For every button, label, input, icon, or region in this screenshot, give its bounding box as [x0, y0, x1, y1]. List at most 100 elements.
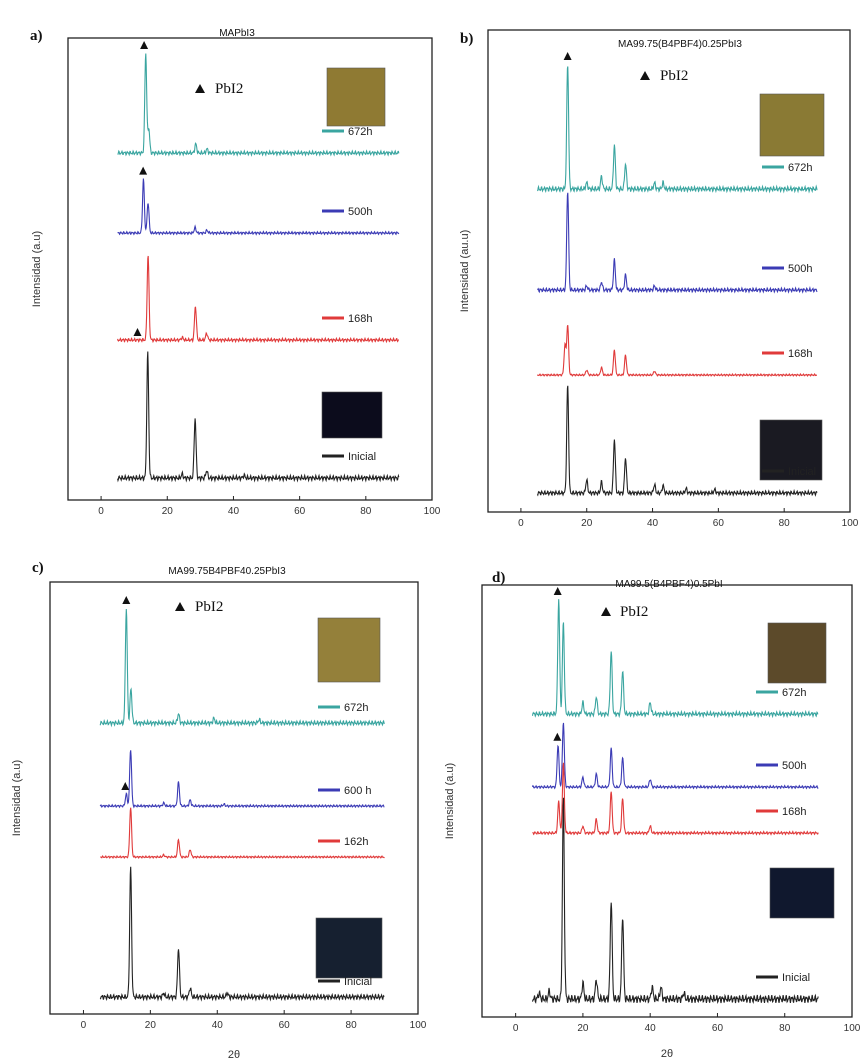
fresh-film-photo: [315, 917, 383, 979]
legend-label: Inicial: [348, 451, 376, 463]
panel-letter: a): [30, 28, 43, 44]
y-axis-label: Intensidad (a.u): [444, 763, 456, 839]
series-line-1: [99, 750, 385, 809]
panel-title: MA99.5(B4PBF4)0.5PbI: [615, 579, 722, 590]
x-tick-label: 40: [647, 518, 659, 529]
legend-label: 168h: [788, 348, 812, 360]
legend-label: 168h: [782, 806, 806, 818]
panel-title: MA99.75(B4PBF4)0.25PbI3: [618, 39, 742, 50]
x-tick-label: 20: [162, 506, 174, 517]
aged-film-photo: [326, 67, 386, 127]
x-tick-label: 60: [712, 1023, 724, 1034]
series-line-2: [100, 807, 385, 860]
pbi2-peak-marker: [139, 166, 148, 175]
series-line-3: [531, 797, 819, 1004]
x-tick-label: 0: [81, 1020, 87, 1031]
series-line-3: [536, 385, 818, 497]
x-tick-label: 40: [228, 506, 240, 517]
plot-frame: [67, 37, 433, 501]
aged-film-photo: [767, 622, 827, 684]
x-tick-label: 80: [346, 1020, 358, 1031]
pbi2-legend-label: PbI2: [195, 599, 223, 615]
panel-4: d) MA99.5(B4PBF4)0.5PbI Intensidad (a.u) 2θ…: [444, 570, 861, 1060]
x-tick-label: 80: [779, 518, 791, 529]
panel-letter: c): [32, 560, 44, 576]
legend-label: 168h: [348, 313, 372, 325]
legend-label: 672h: [344, 702, 368, 714]
panel-letter: d): [492, 570, 505, 586]
panel-2: b) MA99.75(B4PBF4)0.25PbI3 Intensidad (au.…: [459, 29, 859, 529]
pbi2-peak-marker: [122, 596, 131, 604]
series-line-0: [536, 66, 818, 194]
x-tick-label: 100: [844, 1023, 861, 1034]
series-line-0: [117, 53, 400, 157]
series-line-1: [117, 178, 400, 236]
legend-label: 600 h: [344, 785, 372, 797]
legend-label: 500h: [788, 263, 812, 275]
legend-label: Inicial: [782, 972, 810, 984]
pbi2-legend-label: PbI2: [620, 604, 648, 620]
panel-title: MAPbI3: [219, 28, 255, 39]
x-tick-label: 100: [842, 518, 859, 529]
plot-frame: [49, 581, 419, 1015]
x-tick-label: 40: [212, 1020, 224, 1031]
legend-label: Inicial: [344, 976, 372, 988]
series-line-0: [99, 608, 385, 728]
pbi2-legend-triangle: [175, 602, 185, 611]
legend-label: 500h: [348, 206, 372, 218]
x-tick-label: 60: [713, 518, 725, 529]
x-tick-label: 0: [513, 1023, 519, 1034]
pbi2-peak-marker: [140, 41, 149, 49]
pbi2-legend-triangle: [195, 84, 205, 93]
plot-frame: [487, 29, 851, 513]
x-tick-label: 80: [779, 1023, 791, 1034]
series-line-3: [99, 866, 385, 1002]
plot-frame: [481, 584, 853, 1018]
x-tick-label: 0: [98, 506, 104, 517]
series-line-2: [532, 762, 819, 836]
legend-label: 672h: [348, 126, 372, 138]
series-line-2: [117, 255, 399, 344]
legend-label: Inicial: [788, 466, 816, 478]
series-line-1: [531, 722, 819, 790]
aged-film-photo: [759, 93, 825, 157]
legend-label: 672h: [782, 687, 806, 699]
y-axis-label: Intensidad (a.u): [31, 231, 43, 307]
x-tick-label: 100: [410, 1020, 427, 1031]
x-tick-label: 20: [577, 1023, 589, 1034]
pbi2-legend-label: PbI2: [215, 81, 243, 97]
series-line-3: [117, 351, 400, 483]
pbi2-peak-marker: [133, 328, 142, 336]
y-axis-label: Intensidad (a.u): [11, 760, 23, 836]
series-line-2: [536, 325, 817, 378]
pbi2-legend-label: PbI2: [660, 68, 688, 84]
x-tick-label: 0: [518, 518, 524, 529]
y-axis-label: Intensidad (au.u): [459, 230, 471, 313]
x-tick-label: 40: [645, 1023, 657, 1034]
fresh-film-photo: [321, 391, 383, 439]
x-tick-label: 60: [294, 506, 306, 517]
aged-film-photo: [317, 617, 381, 683]
pbi2-peak-marker: [121, 782, 130, 790]
x-axis-label: 2θ: [661, 1048, 673, 1060]
pbi2-legend-triangle: [601, 607, 611, 616]
panel-1: a) MAPbI3 Intensidad (a.u) 0 20 40 60 80 100 PbI2…: [30, 28, 441, 517]
legend-label: 672h: [788, 162, 812, 174]
legend-label: 500h: [782, 760, 806, 772]
x-tick-label: 20: [581, 518, 593, 529]
series-line-1: [537, 192, 818, 294]
pbi2-peak-marker: [553, 732, 562, 741]
x-tick-label: 100: [424, 506, 441, 517]
pbi2-legend-triangle: [640, 71, 650, 80]
series-line-0: [531, 599, 819, 719]
panel-letter: b): [460, 31, 473, 47]
pbi2-peak-marker: [553, 587, 562, 595]
x-tick-label: 60: [279, 1020, 291, 1031]
panel-3: c) MA99.75B4PBF40.25PbI3 Intensidad (a.u) 2…: [11, 560, 427, 1061]
panel-title: MA99.75B4PBF40.25PbI3: [168, 566, 286, 577]
legend-label: 162h: [344, 836, 368, 848]
x-tick-label: 20: [145, 1020, 157, 1031]
x-axis-label: 2θ: [228, 1049, 240, 1061]
fresh-film-photo: [769, 867, 835, 919]
